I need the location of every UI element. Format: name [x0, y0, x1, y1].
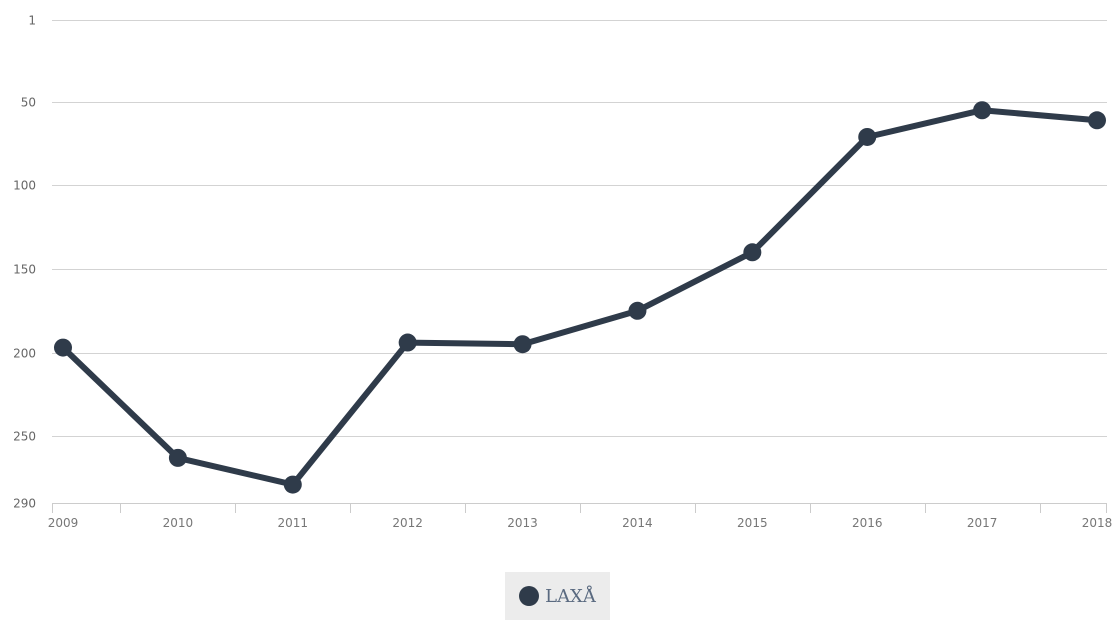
legend-label: LAXÅ	[545, 585, 596, 607]
y-tick-label: 290	[13, 497, 36, 511]
grid-lines	[52, 20, 1107, 437]
x-tick-label: 2018	[1082, 516, 1113, 530]
y-tick-label: 50	[21, 96, 36, 110]
data-point[interactable]	[858, 127, 877, 146]
y-tick-label: 150	[13, 263, 36, 277]
data-point[interactable]	[628, 301, 647, 320]
y-tick-label: 200	[13, 347, 36, 361]
data-point[interactable]	[513, 335, 532, 354]
x-tick-label: 2016	[852, 516, 883, 530]
x-tick-label: 2014	[622, 516, 653, 530]
data-point[interactable]	[398, 333, 417, 352]
data-point[interactable]	[1088, 111, 1106, 130]
data-point[interactable]	[743, 243, 762, 262]
y-tick-label: 250	[13, 430, 36, 444]
series-laxa	[54, 101, 1106, 494]
x-axis: 2009 2010 2011 2012 2013 2014 2015 2016 2017 2018	[48, 503, 1113, 530]
x-tick-label: 2012	[392, 516, 423, 530]
x-tick-label: 2015	[737, 516, 768, 530]
legend[interactable]: LAXÅ	[505, 572, 610, 620]
y-tick-label: 1	[28, 14, 36, 28]
y-tick-label: 100	[13, 179, 36, 193]
x-tick-label: 2011	[278, 516, 309, 530]
series-line	[60, 107, 1100, 488]
data-point[interactable]	[283, 475, 302, 494]
data-point[interactable]	[54, 338, 72, 357]
legend-marker-icon	[519, 586, 540, 606]
x-tick-label: 2009	[48, 516, 79, 530]
x-tick-label: 2013	[507, 516, 538, 530]
x-tick-label: 2010	[163, 516, 194, 530]
data-point[interactable]	[973, 101, 992, 120]
data-point[interactable]	[168, 448, 187, 467]
x-tick-label: 2017	[967, 516, 998, 530]
